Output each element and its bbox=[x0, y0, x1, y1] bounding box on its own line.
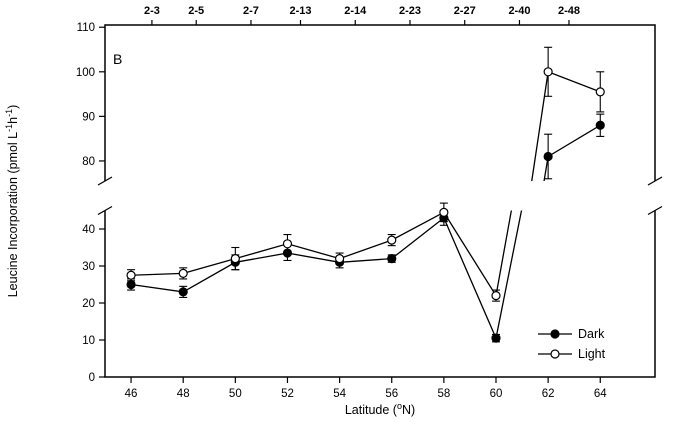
svg-text:2-5: 2-5 bbox=[188, 5, 204, 17]
top-axis: 2-3 2-5 2-7 2-13 2-14 2-23 2-27 2-40 2-48 bbox=[144, 5, 580, 25]
series-light-markers bbox=[126, 67, 605, 301]
series-light bbox=[127, 46, 605, 302]
svg-text:90: 90 bbox=[82, 111, 95, 123]
svg-text:10: 10 bbox=[82, 335, 95, 347]
x-axis-title: Latitude (oN) bbox=[345, 401, 415, 417]
svg-text:54: 54 bbox=[333, 388, 346, 400]
svg-text:30: 30 bbox=[82, 261, 95, 273]
svg-text:64: 64 bbox=[594, 388, 607, 400]
series-dark-markers bbox=[126, 120, 605, 343]
svg-text:2-14: 2-14 bbox=[344, 5, 367, 17]
svg-text:46: 46 bbox=[125, 388, 138, 400]
svg-text:2-23: 2-23 bbox=[399, 5, 421, 17]
svg-text:2-40: 2-40 bbox=[508, 5, 530, 17]
svg-text:50: 50 bbox=[229, 388, 242, 400]
y-axis: 0 10 20 30 40 80 90 100 110 bbox=[76, 22, 105, 384]
axis-break-marks bbox=[97, 176, 663, 216]
svg-text:2-3: 2-3 bbox=[144, 5, 160, 17]
svg-text:40: 40 bbox=[82, 224, 95, 236]
svg-text:100: 100 bbox=[76, 67, 95, 79]
series-dark bbox=[127, 113, 605, 343]
svg-text:80: 80 bbox=[82, 156, 95, 168]
plot-frame bbox=[104, 24, 656, 378]
svg-text:60: 60 bbox=[490, 388, 503, 400]
svg-text:62: 62 bbox=[542, 388, 555, 400]
svg-text:2-13: 2-13 bbox=[289, 5, 311, 17]
svg-text:2-27: 2-27 bbox=[454, 5, 476, 17]
x-axis: 46 48 50 52 54 56 58 60 62 64 bbox=[125, 377, 607, 400]
svg-text:Light: Light bbox=[578, 347, 606, 361]
svg-text:2-7: 2-7 bbox=[243, 5, 259, 17]
svg-text:52: 52 bbox=[281, 388, 294, 400]
svg-text:Dark: Dark bbox=[578, 327, 605, 341]
svg-text:56: 56 bbox=[385, 388, 398, 400]
svg-text:2-48: 2-48 bbox=[558, 5, 580, 17]
legend: Dark Light bbox=[538, 327, 606, 361]
svg-text:0: 0 bbox=[89, 372, 95, 384]
svg-text:20: 20 bbox=[82, 298, 95, 310]
panel-label: B bbox=[113, 51, 122, 67]
svg-text:48: 48 bbox=[177, 388, 190, 400]
svg-text:58: 58 bbox=[437, 388, 450, 400]
svg-text:110: 110 bbox=[77, 22, 95, 34]
y-axis-title: Leucine Incorporation (pmol L-1h-1) bbox=[4, 105, 20, 298]
